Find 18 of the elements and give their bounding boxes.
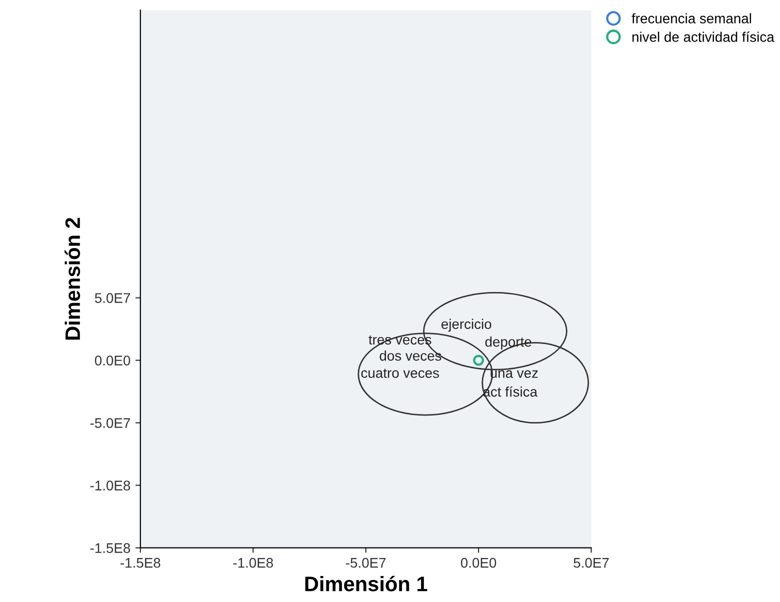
x-tick-label: -5.0E7 [346, 558, 386, 568]
x-tick-label: -1.0E8 [233, 558, 273, 568]
x-axis-title: Dimensión 1 [305, 576, 428, 592]
annotation: dos veces [380, 350, 442, 361]
x-tick-label: 5.0E7 [574, 558, 609, 568]
y-axis-title: Dimensión 2 [64, 218, 80, 340]
legend-label: frecuencia semanal [632, 13, 752, 24]
legend-label: nivel de actividad física [632, 32, 774, 42]
x-tick-label: -1.5E8 [120, 558, 160, 568]
y-tick-label: 0.0E0 [94, 356, 130, 366]
annotation: cuatro veces [361, 368, 439, 378]
annotation: deporte [485, 336, 532, 350]
annotation: ejercicio [441, 318, 492, 332]
y-tick-label: -1.5E8 [90, 543, 130, 553]
y-tick-label: 5.0E7 [94, 293, 130, 303]
x-tick-label: 0.0E0 [460, 558, 496, 568]
y-tick-label: -1.0E8 [90, 480, 130, 490]
y-tick-label: -5.0E7 [90, 418, 130, 428]
